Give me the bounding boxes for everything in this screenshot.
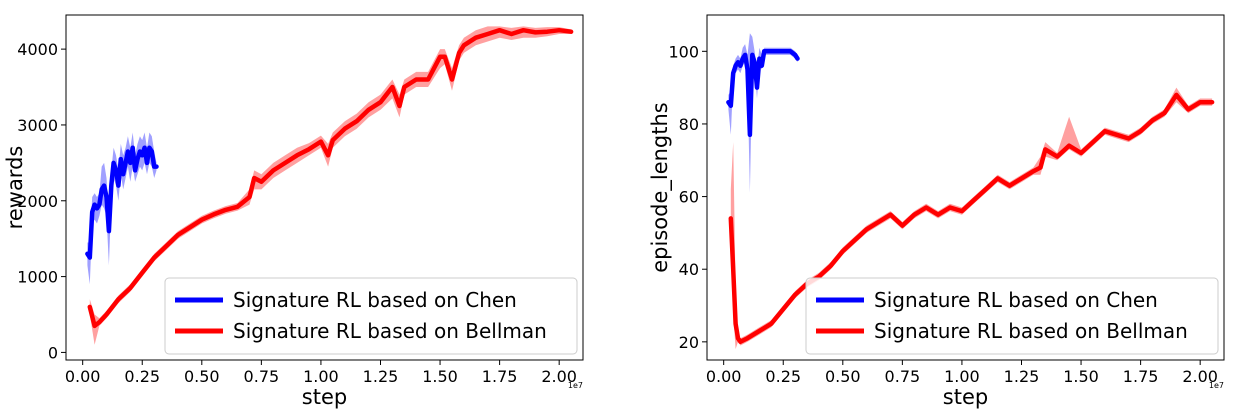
x-axis-label: step	[943, 385, 988, 409]
series-band-0	[87, 132, 157, 285]
x-tick-label: 1.75	[482, 367, 518, 386]
legend-label-bellman: Signature RL based on Bellman	[233, 319, 547, 343]
y-tick-label: 0	[48, 343, 58, 362]
band-layer	[87, 26, 572, 345]
line-layer	[726, 49, 1215, 345]
legend-label-chen: Signature RL based on Chen	[233, 288, 517, 312]
x-axis-label: step	[302, 385, 347, 409]
x-tick-label: 2.00	[1182, 367, 1218, 386]
x-tick-label: 1.50	[422, 367, 458, 386]
legend: Signature RL based on Chen Signature RL …	[164, 277, 578, 355]
x-tick-label: 1.25	[1004, 367, 1040, 386]
legend-label-bellman: Signature RL based on Bellman	[874, 319, 1188, 343]
y-tick-label: 20	[679, 333, 699, 352]
x-tick-label: 1.00	[303, 367, 339, 386]
x-offset-label: 1e7	[568, 381, 583, 390]
x-tick-label: 0.75	[244, 367, 280, 386]
x-tick-label: 0.00	[65, 367, 101, 386]
x-offset-label: 1e7	[1209, 381, 1224, 390]
x-tick-label: 0.50	[184, 367, 220, 386]
legend: Signature RL based on Chen Signature RL …	[805, 277, 1219, 355]
x-tick-label: 1.75	[1123, 367, 1159, 386]
line-layer	[85, 27, 574, 329]
y-ticks: 20 40 60 80 100	[668, 42, 707, 352]
series-line-0	[85, 145, 159, 260]
y-ticks: 0 1000 2000 3000 4000	[17, 40, 66, 362]
y-axis-label: rewards	[3, 146, 27, 230]
y-tick-label: 60	[679, 188, 699, 207]
x-tick-label: 0.00	[706, 367, 742, 386]
chart-rewards: 0.00 0.25 0.50 0.75 1.00 1.25 1.50 1.75 2.00 0 10…	[3, 14, 584, 409]
series-line-1	[728, 92, 1215, 345]
y-tick-label: 80	[679, 115, 699, 134]
chart-episode-lengths: 0.00 0.25 0.50 0.75 1.00 1.25 1.50 1.75 2.00 20 4…	[648, 14, 1225, 409]
y-tick-label: 4000	[17, 40, 58, 59]
legend-label-chen: Signature RL based on Chen	[874, 288, 1158, 312]
x-tick-label: 0.75	[885, 367, 921, 386]
y-axis-label: episode_lengths	[648, 102, 673, 273]
y-tick-label: 2000	[17, 192, 58, 211]
x-tick-label: 1.50	[1063, 367, 1099, 386]
x-ticks: 0.00 0.25 0.50 0.75 1.00 1.25 1.50 1.75 2.00	[65, 360, 577, 386]
x-tick-label: 1.00	[944, 367, 980, 386]
series-line-1	[87, 27, 574, 329]
x-tick-label: 0.25	[124, 367, 160, 386]
legend-box	[805, 277, 1219, 355]
x-ticks: 0.00 0.25 0.50 0.75 1.00 1.25 1.50 1.75 2.00	[706, 360, 1218, 386]
x-tick-label: 0.25	[765, 367, 801, 386]
y-tick-label: 100	[668, 42, 699, 61]
series-line-0	[726, 49, 800, 138]
legend-box	[164, 277, 578, 355]
x-tick-label: 1.25	[363, 367, 399, 386]
y-tick-label: 3000	[17, 116, 58, 135]
y-tick-label: 40	[679, 260, 699, 279]
x-tick-label: 0.50	[825, 367, 861, 386]
plot-frame	[706, 14, 1225, 361]
plot-frame	[65, 14, 584, 361]
y-tick-label: 1000	[17, 268, 58, 287]
x-tick-label: 2.00	[541, 367, 577, 386]
